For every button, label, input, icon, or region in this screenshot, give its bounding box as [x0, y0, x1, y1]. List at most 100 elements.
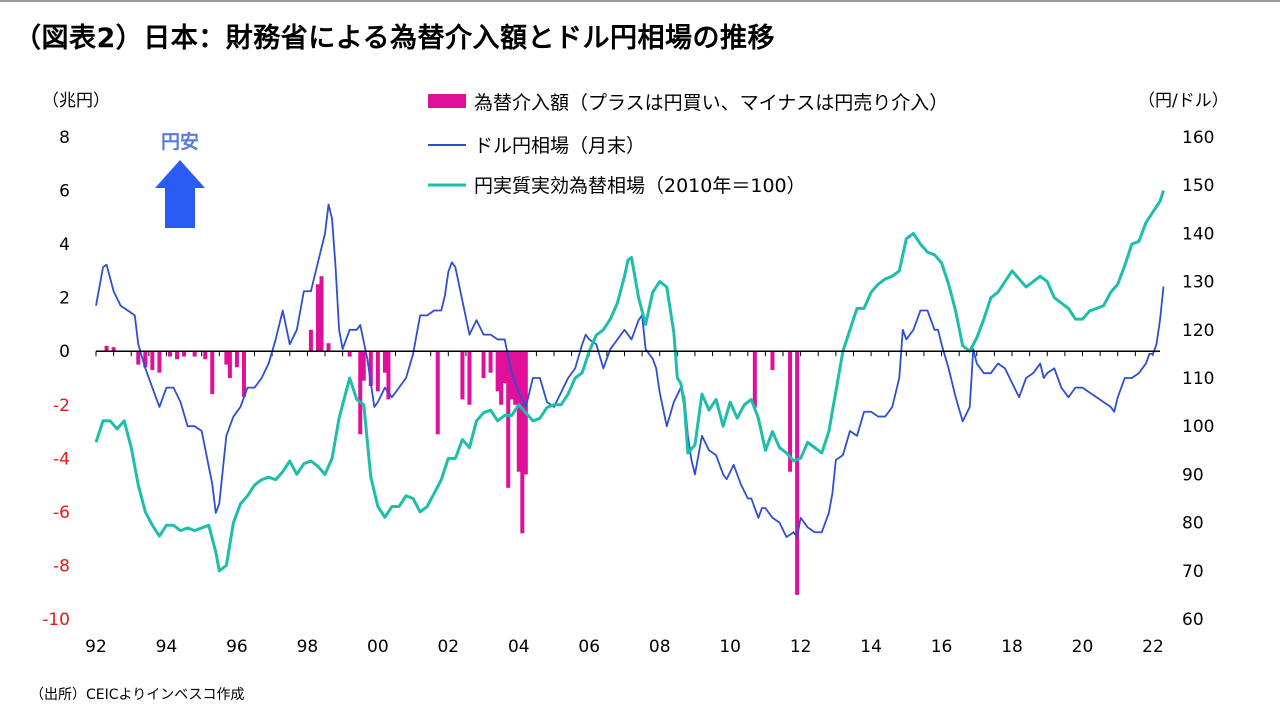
- intervention-bar: [520, 351, 525, 534]
- intervention-bar: [241, 351, 246, 397]
- intervention-bar: [502, 351, 507, 384]
- left-tick-label: 8: [59, 128, 70, 148]
- intervention-bar: [506, 351, 511, 488]
- right-tick-label: 140: [1182, 224, 1214, 244]
- x-tick-label: 18: [1001, 637, 1023, 657]
- left-tick-label: -2: [53, 396, 70, 416]
- usdjpy-line: [95, 203, 1165, 538]
- left-tick-label: 6: [59, 182, 70, 202]
- x-tick-label: 94: [156, 637, 178, 657]
- intervention-bar: [315, 284, 320, 352]
- intervention-bar: [752, 351, 757, 408]
- intervention-bar: [308, 329, 313, 352]
- left-tick-label: 0: [59, 342, 70, 362]
- left-tick-label: -8: [53, 556, 70, 576]
- intervention-bar: [111, 347, 116, 352]
- x-tick-label: 92: [85, 637, 107, 657]
- right-tick-label: 60: [1182, 610, 1204, 630]
- x-tick-label: 10: [719, 637, 741, 657]
- intervention-bar: [192, 351, 197, 357]
- intervention-bar: [513, 351, 518, 405]
- intervention-bar: [516, 351, 521, 472]
- intervention-bar: [167, 351, 172, 357]
- x-axis-ticks: 92 94 96 98 00 02 04 06 08 10 12 14 16 18 20 22: [85, 351, 1164, 657]
- x-tick-label: 06: [578, 637, 600, 657]
- x-tick-label: 98: [297, 637, 319, 657]
- right-tick-label: 150: [1182, 176, 1214, 196]
- intervention-bar: [358, 351, 363, 435]
- x-tick-label: 04: [508, 637, 530, 657]
- intervention-bar: [227, 351, 232, 378]
- x-tick-label: 96: [226, 637, 248, 657]
- intervention-bar: [347, 351, 352, 357]
- right-tick-label: 120: [1182, 321, 1214, 341]
- left-tick-label: -4: [53, 449, 70, 469]
- intervention-bar: [795, 351, 800, 595]
- intervention-bar: [175, 351, 180, 360]
- up-arrow-icon: [155, 160, 205, 228]
- right-tick-label: 90: [1182, 465, 1204, 485]
- intervention-bars: [104, 276, 800, 595]
- intervention-bar: [104, 345, 109, 352]
- right-axis-unit: （円/ドル）: [1138, 91, 1229, 111]
- top-border: [0, 0, 1280, 2]
- x-tick-label: 16: [931, 637, 953, 657]
- legend-swatch-intervention: [428, 94, 466, 108]
- intervention-bar: [157, 351, 162, 373]
- intervention-bar: [375, 351, 380, 392]
- intervention-bar: [788, 351, 793, 472]
- reer-line: [94, 190, 1165, 573]
- intervention-bar: [382, 351, 387, 373]
- left-tick-label: 2: [59, 289, 70, 309]
- right-tick-label: 100: [1182, 417, 1214, 437]
- yen-weak-annotation: 円安: [155, 130, 205, 228]
- intervention-bar: [368, 351, 373, 387]
- right-tick-label: 70: [1182, 562, 1204, 582]
- x-tick-label: 14: [860, 637, 882, 657]
- intervention-bar: [488, 351, 493, 373]
- intervention-bar: [224, 351, 229, 365]
- x-tick-label: 08: [649, 637, 671, 657]
- x-tick-label: 02: [437, 637, 459, 657]
- intervention-bar: [467, 351, 472, 405]
- intervention-bar: [460, 351, 465, 400]
- right-tick-label: 80: [1182, 514, 1204, 534]
- left-tick-label: -6: [53, 503, 70, 523]
- legend-label-usdjpy: ドル円相場（月末）: [474, 135, 645, 157]
- legend: 為替介入額（プラスは円買い、マイナスは円売り介入） ドル円相場（月末） 円実質実…: [428, 92, 948, 197]
- intervention-bar: [234, 351, 239, 368]
- legend-label-reer: 円実質実効為替相場（2010年＝100）: [474, 175, 806, 197]
- intervention-bar: [319, 276, 324, 352]
- right-tick-label: 130: [1182, 273, 1214, 293]
- intervention-bar: [495, 351, 500, 392]
- source-note: （出所）CEICよりインベスコ作成: [30, 687, 245, 703]
- intervention-bar: [136, 351, 141, 365]
- intervention-bar: [210, 351, 215, 395]
- left-tick-label: 4: [59, 235, 70, 255]
- intervention-bar: [182, 351, 187, 357]
- legend-label-intervention: 為替介入額（プラスは円買い、マイナスは円売り介入）: [474, 92, 948, 114]
- x-tick-label: 12: [790, 637, 812, 657]
- right-tick-label: 160: [1182, 128, 1214, 148]
- x-tick-label: 20: [1072, 637, 1094, 657]
- x-tick-label: 00: [367, 637, 389, 657]
- intervention-bar: [143, 351, 148, 368]
- series-lines: [94, 190, 1165, 573]
- intervention-bar: [499, 351, 504, 405]
- intervention-bar: [435, 351, 440, 435]
- intervention-bar: [150, 351, 155, 370]
- intervention-bar: [326, 343, 331, 352]
- intervention-bar: [770, 351, 775, 370]
- intervention-bar: [481, 351, 486, 378]
- chart-title: （図表2）日本：財務省による為替介入額とドル円相場の推移: [14, 23, 775, 54]
- x-tick-label: 22: [1142, 637, 1164, 657]
- left-axis-unit: （兆円）: [42, 91, 110, 111]
- right-tick-label: 110: [1182, 369, 1214, 389]
- yen-weak-label: 円安: [161, 130, 199, 153]
- intervention-bar: [386, 351, 391, 400]
- right-axis-ticks: 160 150 140 130 120 110 100 90 80 70 60: [1182, 128, 1214, 630]
- intervention-bar: [203, 351, 208, 360]
- left-tick-label: -10: [42, 610, 70, 630]
- left-axis-ticks: 8 6 4 2 0 -2 -4 -6 -8 -10: [42, 128, 70, 630]
